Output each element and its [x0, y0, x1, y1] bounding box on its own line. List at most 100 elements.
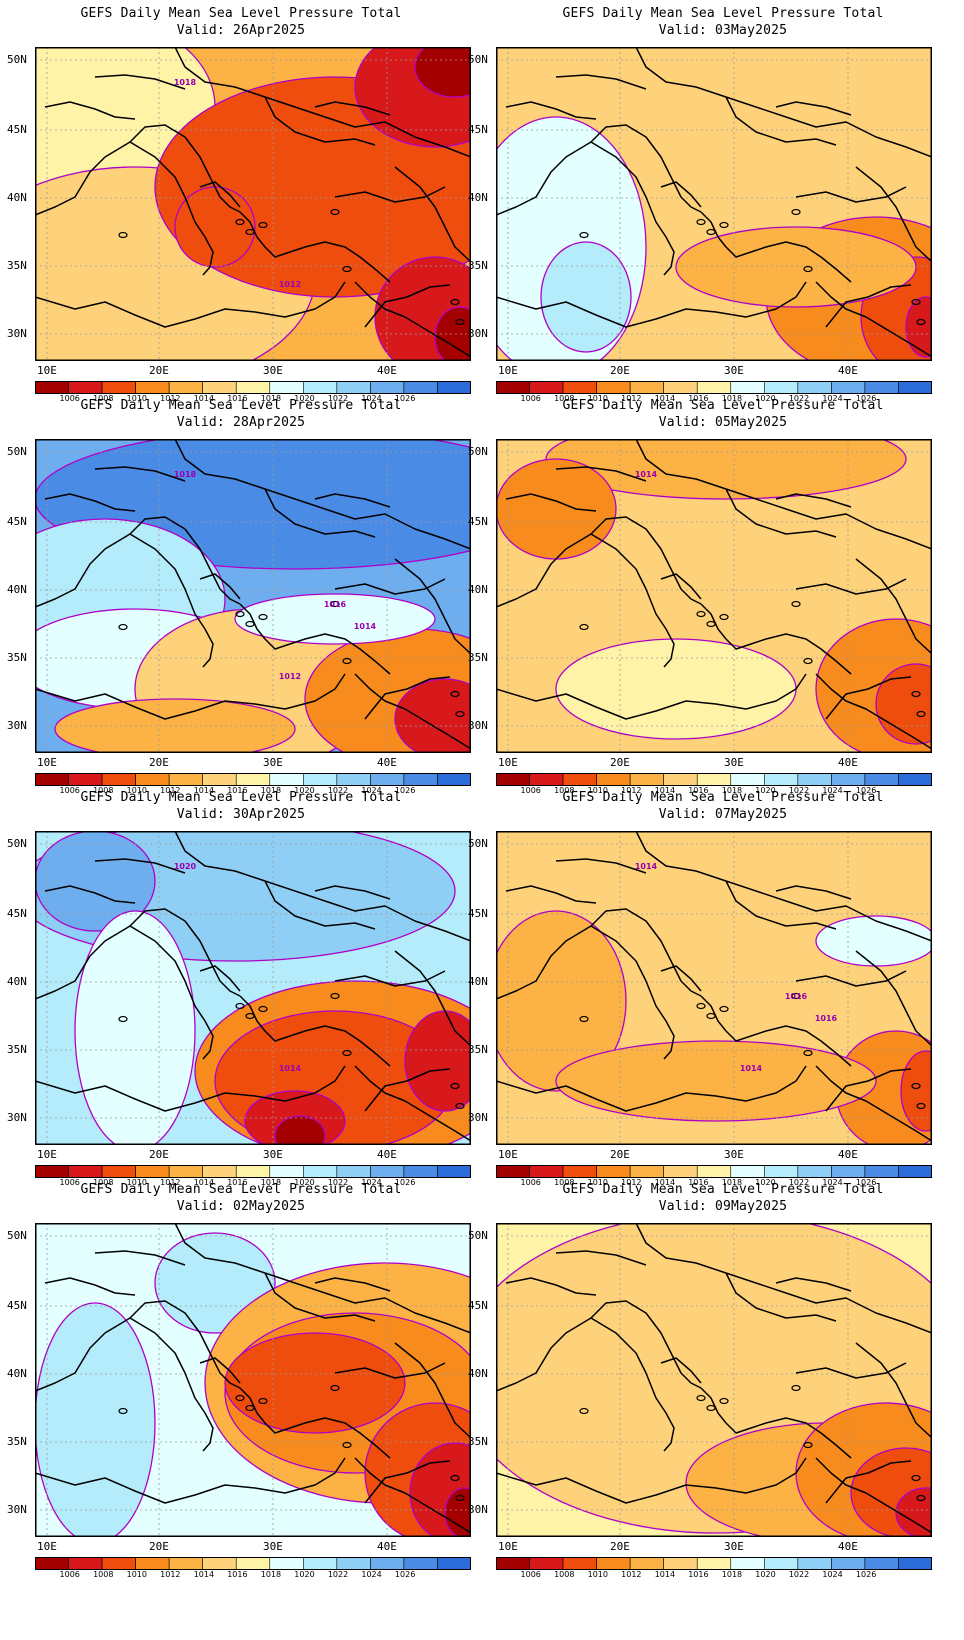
colorbar-label: 1026: [394, 1178, 416, 1187]
colorbar-swatch: [596, 1557, 631, 1570]
colorbar-label: 1008: [554, 1178, 575, 1187]
colorbar-label: 1020: [755, 786, 776, 795]
colorbar-label: 1016: [688, 394, 709, 403]
island: [579, 623, 589, 631]
colorbar-label: 1018: [721, 394, 743, 403]
island: [916, 318, 926, 326]
lat-label: 30N: [7, 1503, 27, 1516]
map-svg: 1014: [496, 439, 932, 753]
panel-valid-date: Valid: 07May2025: [658, 807, 788, 822]
coastline: [505, 1277, 597, 1296]
map-frame: [35, 831, 471, 1145]
colorbar-swatch: [898, 773, 932, 786]
island: [330, 208, 340, 216]
coastline: [199, 181, 241, 208]
island: [916, 710, 926, 718]
colorbar-label: 1020: [755, 394, 776, 403]
coastline: [35, 281, 346, 328]
coastline: [129, 516, 241, 605]
lat-label: 45N: [7, 515, 27, 528]
coastline: [174, 1223, 471, 1334]
map-svg: [496, 47, 932, 361]
lat-label: 50N: [7, 445, 27, 458]
pressure-fill-region: [225, 1333, 405, 1433]
lon-label: 40E: [377, 364, 397, 377]
coastline: [825, 1068, 912, 1112]
coastline: [815, 1065, 932, 1142]
colorbar-label: 1014: [654, 786, 676, 795]
map-panel: GEFS Daily Mean Sea Level Pressure Total…: [468, 392, 964, 802]
lat-label: 30N: [468, 1111, 488, 1124]
island: [235, 1002, 245, 1010]
lon-label: 20E: [610, 756, 630, 769]
colorbar-swatch: [562, 1557, 597, 1570]
coastline: [35, 533, 214, 668]
colorbar-label: 1022: [327, 786, 349, 795]
lat-label: 40N: [468, 191, 488, 204]
colorbar-label: 1016: [688, 786, 709, 795]
lat-label: 45N: [7, 1299, 27, 1312]
map-svg: 1014 1014 1016 1016: [496, 831, 932, 1145]
coastline: [700, 603, 852, 675]
island: [342, 1441, 352, 1449]
lon-label: 10E: [498, 364, 518, 377]
island: [258, 221, 268, 229]
lon-label: 40E: [838, 1540, 858, 1553]
island: [706, 1404, 716, 1412]
coastline: [825, 676, 912, 720]
colorbar-label: 1010: [126, 1570, 147, 1579]
panel-title: GEFS Daily Mean Sea Level Pressure Total: [562, 1182, 884, 1197]
isobar-label: 1018: [174, 470, 197, 479]
colorbar-label: 1008: [93, 786, 114, 795]
isobar-contour: [434, 306, 471, 361]
island: [696, 218, 706, 226]
colorbar-label: 1018: [721, 1178, 743, 1187]
lon-label: 10E: [37, 1540, 57, 1553]
lat-label: 35N: [468, 259, 488, 272]
colorbar-label: 1008: [554, 394, 575, 403]
map-panel: GEFS Daily Mean Sea Level Pressure Total…: [0, 784, 482, 1194]
isobar-contour: [274, 1115, 326, 1145]
lon-label: 30E: [724, 364, 744, 377]
map-frame: [496, 831, 932, 1145]
coastline: [496, 1457, 807, 1504]
lat-label: 30N: [468, 327, 488, 340]
coastline: [660, 965, 702, 992]
coastline: [314, 885, 391, 900]
coastline: [354, 1065, 471, 1142]
coastline: [555, 466, 647, 482]
lon-label: 30E: [724, 756, 744, 769]
coastline: [590, 1300, 702, 1389]
colorbar-label: 1022: [327, 1178, 349, 1187]
colorbar-swatch: [235, 1557, 271, 1570]
isobar-contour: [675, 226, 917, 308]
pressure-fill-region: [496, 911, 626, 1091]
colorbar-swatch: [663, 1557, 698, 1570]
isobar-contour: [875, 663, 932, 745]
colorbar-swatch: [370, 1557, 405, 1570]
coastline: [496, 281, 807, 328]
panel-valid-date: Valid: 05May2025: [658, 415, 788, 430]
coastline: [815, 673, 932, 750]
pressure-fill-region: [35, 1303, 155, 1537]
pressure-fill-region: [405, 1011, 471, 1111]
map-frame: [35, 1223, 471, 1537]
panel-title: GEFS Daily Mean Sea Level Pressure Total: [80, 6, 402, 21]
island: [235, 610, 245, 618]
coastline: [35, 141, 214, 276]
map-frame: [35, 439, 471, 753]
coastline: [660, 181, 702, 208]
colorbar-label: 1006: [59, 1570, 80, 1579]
pressure-fill-region: [235, 594, 435, 644]
lat-label: 50N: [7, 1229, 27, 1242]
coastline: [635, 439, 932, 550]
colorbar-label: 1024: [822, 786, 843, 795]
coastline: [555, 1250, 647, 1266]
isobar-contour: [496, 1223, 932, 1534]
island: [706, 228, 716, 236]
colorbar-label: 1010: [587, 394, 608, 403]
colorbar-label: 1022: [788, 1178, 810, 1187]
island: [696, 610, 706, 618]
isobar-contour: [35, 831, 156, 932]
colorbar-swatch: [496, 1557, 530, 1570]
